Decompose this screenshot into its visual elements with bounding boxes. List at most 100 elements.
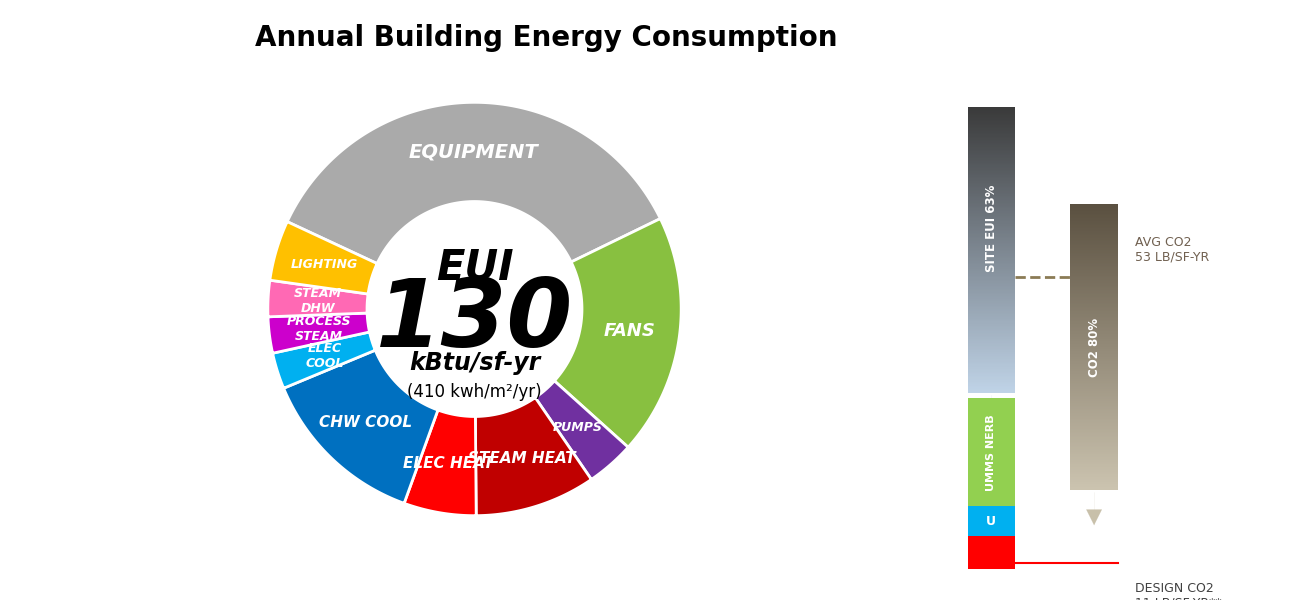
Bar — [967, 368, 1015, 370]
Bar — [967, 173, 1015, 174]
Bar — [967, 161, 1015, 163]
Bar — [967, 357, 1015, 359]
Bar — [967, 259, 1015, 260]
Bar — [967, 171, 1015, 173]
Bar — [1070, 234, 1118, 235]
Bar — [967, 281, 1015, 283]
Bar — [1070, 445, 1118, 446]
Bar — [967, 145, 1015, 147]
Bar — [1070, 390, 1118, 391]
Bar — [1070, 240, 1118, 241]
Bar — [967, 266, 1015, 267]
Bar — [1070, 220, 1118, 221]
Bar — [967, 133, 1015, 134]
Bar — [967, 398, 1015, 506]
Bar — [967, 115, 1015, 117]
Bar — [967, 349, 1015, 350]
Text: EUI: EUI — [436, 247, 514, 289]
Bar — [967, 128, 1015, 130]
Bar — [967, 356, 1015, 357]
Bar — [967, 248, 1015, 250]
Bar — [1070, 274, 1118, 275]
Bar — [967, 267, 1015, 269]
Bar — [967, 241, 1015, 243]
Bar — [967, 218, 1015, 220]
Text: AVG CO2
53 LB/SF-YR: AVG CO2 53 LB/SF-YR — [1135, 236, 1209, 264]
Bar — [1070, 484, 1118, 486]
Bar — [967, 234, 1015, 236]
Bar — [1070, 437, 1118, 439]
Bar — [1070, 431, 1118, 433]
Bar — [1070, 317, 1118, 319]
Bar — [967, 363, 1015, 364]
Bar — [967, 194, 1015, 196]
Polygon shape — [476, 398, 592, 515]
Bar — [967, 390, 1015, 392]
Bar — [967, 310, 1015, 311]
Bar — [1070, 300, 1118, 301]
Bar — [1070, 443, 1118, 445]
Bar — [967, 340, 1015, 341]
Bar — [1070, 363, 1118, 364]
Bar — [967, 364, 1015, 366]
Bar — [967, 134, 1015, 136]
Bar — [1070, 267, 1118, 268]
Bar — [967, 154, 1015, 155]
Bar — [1070, 353, 1118, 354]
Bar — [1070, 233, 1118, 234]
Bar — [1070, 211, 1118, 212]
Bar — [1070, 457, 1118, 459]
Bar — [1070, 398, 1118, 400]
Bar — [967, 199, 1015, 200]
Bar — [1070, 259, 1118, 260]
Bar — [1070, 289, 1118, 290]
Bar — [967, 187, 1015, 188]
Bar — [1070, 204, 1118, 205]
Bar — [1070, 221, 1118, 223]
Bar — [1070, 459, 1118, 460]
Bar — [967, 275, 1015, 277]
Bar — [1070, 298, 1118, 300]
Bar — [1070, 266, 1118, 267]
Bar — [967, 311, 1015, 313]
Bar — [1070, 227, 1118, 229]
Bar — [1070, 328, 1118, 330]
Bar — [967, 215, 1015, 217]
Bar — [1070, 479, 1118, 480]
Bar — [967, 108, 1015, 110]
Bar — [967, 124, 1015, 125]
Bar — [967, 280, 1015, 281]
Bar — [967, 290, 1015, 292]
Bar — [1070, 422, 1118, 423]
Bar — [1070, 409, 1118, 410]
Bar — [967, 297, 1015, 299]
Bar — [967, 177, 1015, 178]
Bar — [1070, 397, 1118, 398]
Bar — [1070, 424, 1118, 426]
Bar — [967, 254, 1015, 256]
Bar — [1070, 417, 1118, 419]
Bar — [1070, 235, 1118, 237]
Bar — [967, 221, 1015, 223]
Bar — [967, 283, 1015, 284]
Bar — [967, 164, 1015, 166]
Bar — [967, 114, 1015, 115]
Text: EQUIPMENT: EQUIPMENT — [408, 142, 538, 161]
Bar — [967, 140, 1015, 141]
Bar — [1070, 270, 1118, 271]
Bar — [1070, 215, 1118, 217]
Bar — [1070, 244, 1118, 245]
Bar — [1070, 280, 1118, 281]
Bar — [1070, 347, 1118, 349]
Bar — [967, 343, 1015, 344]
Text: CO2 80%: CO2 80% — [1088, 317, 1101, 377]
Bar — [1070, 387, 1118, 389]
Bar — [967, 224, 1015, 226]
Bar — [1070, 326, 1118, 327]
Bar — [1070, 261, 1118, 263]
Bar — [967, 270, 1015, 271]
Bar — [1070, 466, 1118, 467]
Bar — [967, 392, 1015, 393]
Bar — [967, 150, 1015, 151]
Bar — [1070, 461, 1118, 463]
